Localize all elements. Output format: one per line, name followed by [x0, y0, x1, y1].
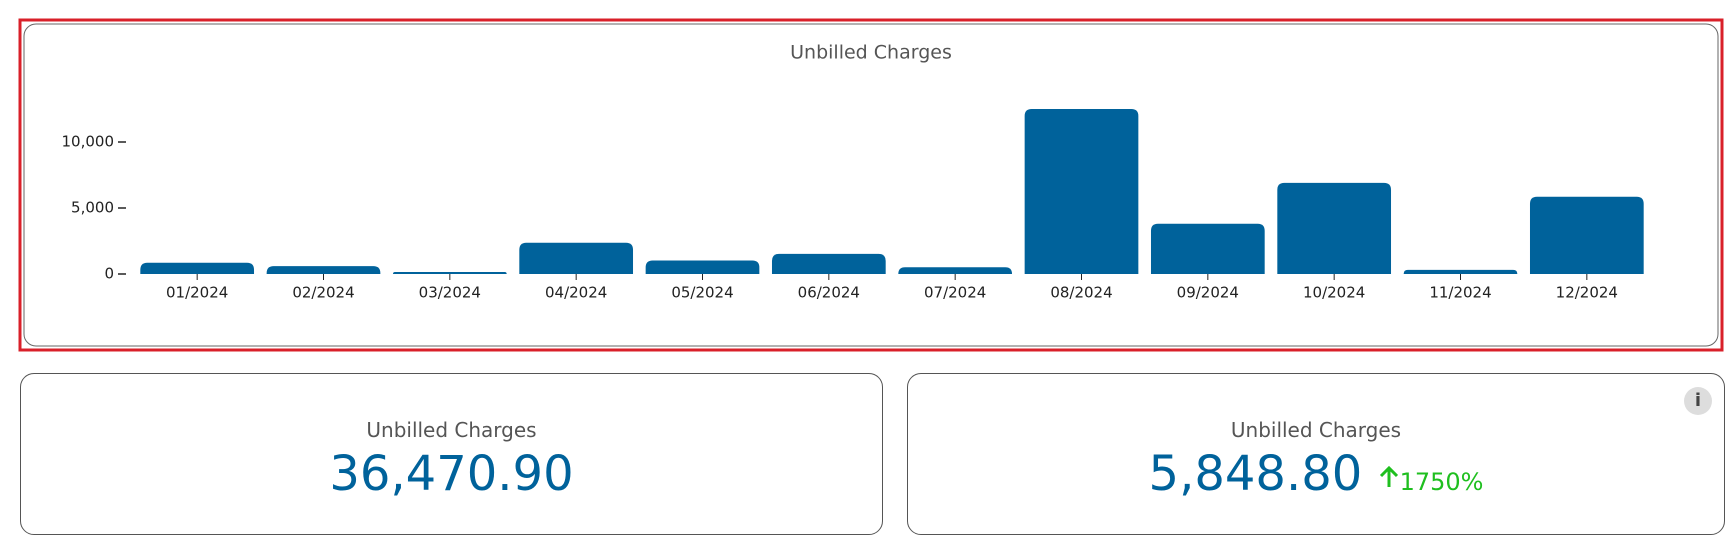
x-tick-label: 11/2024: [1429, 284, 1491, 302]
bar: [1529, 196, 1644, 274]
selection-outline: [18, 18, 1724, 352]
bar: [898, 267, 1013, 274]
info-icon[interactable]: i: [1684, 387, 1712, 415]
bar: [140, 262, 255, 274]
bar: [519, 242, 634, 274]
y-tick-label: 0: [104, 265, 114, 283]
x-tick-label: 09/2024: [1177, 284, 1239, 302]
x-tick-label: 02/2024: [292, 284, 354, 302]
x-tick-label: 01/2024: [166, 284, 228, 302]
x-tick-label: 12/2024: [1556, 284, 1618, 302]
x-tick-label: 08/2024: [1050, 284, 1112, 302]
chart-title: Unbilled Charges: [790, 42, 952, 64]
x-tick-label: 10/2024: [1303, 284, 1365, 302]
card-value: 5,848.80: [1148, 446, 1363, 502]
bar: [266, 266, 381, 274]
x-tick-label: 03/2024: [419, 284, 481, 302]
card-value: 36,470.90: [329, 446, 574, 502]
y-tick-label: 5,000: [71, 199, 114, 217]
card-label: Unbilled Charges: [1230, 418, 1402, 442]
card-value-row: 5,848.80 1750%: [908, 446, 1724, 502]
bar: [1277, 182, 1392, 274]
bar: [771, 253, 886, 274]
bar: [645, 260, 760, 274]
bar: [1403, 269, 1518, 274]
bar: [1024, 109, 1139, 274]
up-arrow: [1379, 465, 1398, 487]
card-label: Unbilled Charges: [366, 418, 537, 442]
latest-card: i Unbilled Charges 5,848.80 1750%: [907, 373, 1725, 535]
x-tick-label: 04/2024: [545, 284, 607, 302]
x-tick-label: 05/2024: [671, 284, 733, 302]
x-tick-label: 06/2024: [798, 284, 860, 302]
x-tick-label: 07/2024: [924, 284, 986, 302]
y-tick-label: 10,000: [62, 133, 115, 151]
bar: [1150, 223, 1265, 274]
total-card: Unbilled Charges 36,470.90: [20, 373, 883, 535]
chart: Unbilled Charges 0 5,000 10,000 01/2024 02/2…: [18, 18, 1724, 352]
bar: [392, 272, 507, 274]
change-percent: 1750%: [1399, 468, 1484, 496]
